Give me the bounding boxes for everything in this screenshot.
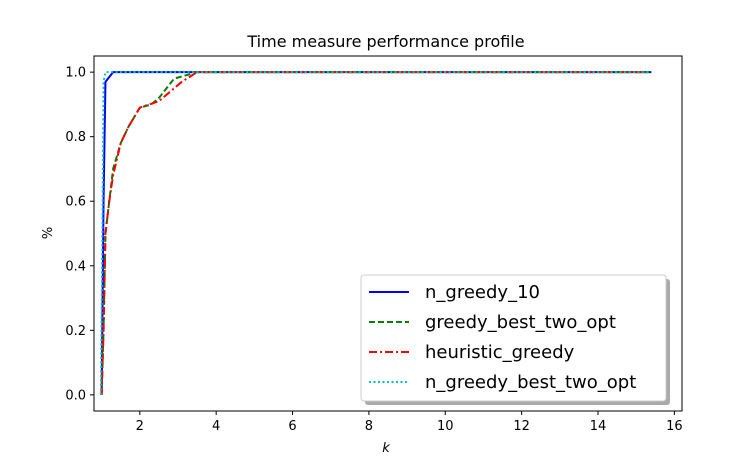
x-tick-label: 6 xyxy=(288,419,296,434)
legend: n_greedy_10 greedy_best_two_opt heuristic_… xyxy=(360,274,670,405)
legend-label: heuristic_greedy xyxy=(425,342,575,363)
y-tick-label: 0.6 xyxy=(65,195,86,210)
x-axis-label: k xyxy=(382,441,390,456)
y-axis: 0.0 0.2 0.4 0.6 0.8 1.0 xyxy=(65,66,94,403)
x-axis: 2 4 6 8 10 12 14 16 xyxy=(136,411,683,434)
y-tick-label: 1.0 xyxy=(65,66,86,81)
x-tick-label: 4 xyxy=(212,419,220,434)
x-tick-label: 14 xyxy=(590,419,607,434)
x-tick-label: 2 xyxy=(136,419,144,434)
y-tick-label: 0.4 xyxy=(65,259,86,274)
y-tick-label: 0.8 xyxy=(65,130,86,145)
y-axis-label: % xyxy=(41,227,56,239)
y-tick-label: 0.2 xyxy=(65,324,86,339)
legend-items: n_greedy_10 greedy_best_two_opt heuristic_… xyxy=(369,282,636,393)
series-line-heuristic-greedy xyxy=(100,71,652,395)
series-line-n-greedy-best-two-opt xyxy=(99,71,652,395)
x-tick-label: 12 xyxy=(513,419,530,434)
y-tick-label: 0.0 xyxy=(65,388,86,403)
legend-box xyxy=(360,274,667,402)
legend-label: n_greedy_best_two_opt xyxy=(425,372,636,393)
series-layer xyxy=(99,71,652,395)
x-tick-label: 10 xyxy=(437,419,454,434)
legend-label: greedy_best_two_opt xyxy=(425,312,616,333)
x-tick-label: 8 xyxy=(365,419,373,434)
legend-label: n_greedy_10 xyxy=(425,282,540,303)
x-tick-label: 16 xyxy=(666,419,683,434)
chart-title: Time measure performance profile xyxy=(246,32,524,51)
